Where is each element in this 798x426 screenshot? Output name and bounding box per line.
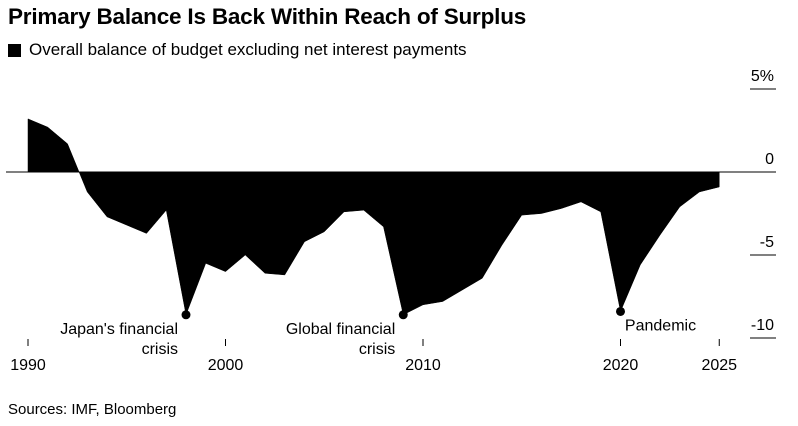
plot-area xyxy=(27,118,720,316)
annotation-line: crisis xyxy=(142,341,178,358)
annotations: Japan's financial crisis Global financial c… xyxy=(60,306,696,358)
x-tick-label: 2000 xyxy=(208,357,244,374)
y-tick-label: -10 xyxy=(751,317,774,334)
annotation-line: Pandemic xyxy=(625,317,696,334)
x-tick-label: 2025 xyxy=(701,357,737,374)
annotation-marker xyxy=(181,310,191,320)
annotation-marker xyxy=(398,310,408,320)
y-tick-label: 5% xyxy=(751,68,774,85)
annotation-line: crisis xyxy=(359,341,395,358)
x-axis: 1990 2000 2010 2020 2025 xyxy=(10,339,737,374)
legend: Overall balance of budget excluding net … xyxy=(8,40,467,60)
annotation-label: Global financial crisis xyxy=(286,321,395,358)
x-tick-label: 2020 xyxy=(603,357,639,374)
y-tick-label: -5 xyxy=(760,234,774,251)
source-note: Sources: IMF, Bloomberg xyxy=(8,401,177,418)
annotation-line: Japan's financial xyxy=(60,321,178,338)
annotation-marker xyxy=(616,306,625,316)
series-area xyxy=(27,118,720,316)
x-tick-label: 2010 xyxy=(405,357,441,374)
chart-title: Primary Balance Is Back Within Reach of … xyxy=(8,4,527,29)
annotation-line: Global financial xyxy=(286,321,395,338)
legend-label: Overall balance of budget excluding net … xyxy=(29,40,467,59)
legend-swatch xyxy=(8,43,21,57)
annotation-label: Japan's financial crisis xyxy=(60,321,178,358)
y-tick-label: 0 xyxy=(765,151,774,168)
x-tick-label: 1990 xyxy=(10,357,46,374)
annotation-label: Pandemic xyxy=(625,317,696,334)
y-axis: 5% 0 -5 -10 xyxy=(750,68,776,339)
